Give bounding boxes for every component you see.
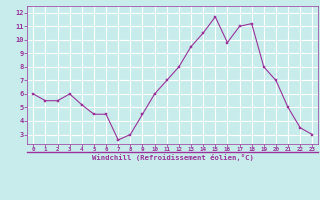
X-axis label: Windchill (Refroidissement éolien,°C): Windchill (Refroidissement éolien,°C) xyxy=(92,154,254,161)
